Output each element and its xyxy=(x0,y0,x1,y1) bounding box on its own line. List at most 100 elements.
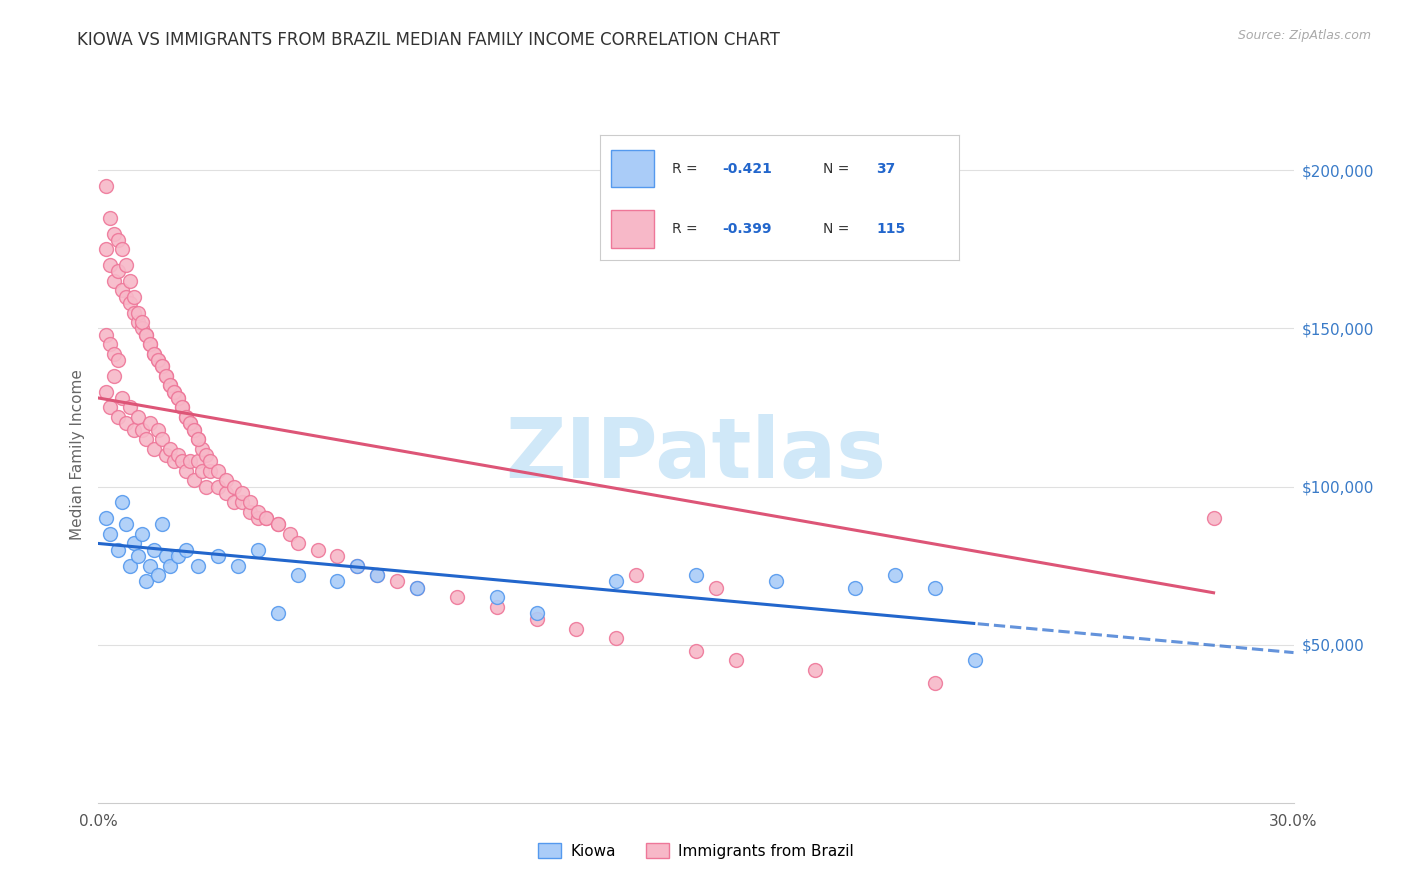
Point xyxy=(103,227,125,241)
Point xyxy=(150,359,173,374)
Point xyxy=(187,432,209,446)
Point xyxy=(278,527,301,541)
Point xyxy=(366,568,388,582)
Point xyxy=(226,558,249,573)
Point xyxy=(626,568,648,582)
Point xyxy=(96,511,118,525)
Point xyxy=(254,511,277,525)
Point xyxy=(155,368,177,383)
Point xyxy=(172,401,194,415)
Point xyxy=(111,243,134,257)
Point xyxy=(287,568,309,582)
Point xyxy=(103,274,125,288)
Point xyxy=(127,315,149,329)
Point xyxy=(115,290,138,304)
Point xyxy=(246,511,269,525)
Point xyxy=(167,391,190,405)
Point xyxy=(191,442,214,456)
Point xyxy=(187,454,209,468)
Point xyxy=(246,505,269,519)
Point xyxy=(98,258,122,272)
Point xyxy=(385,574,409,589)
Point xyxy=(287,536,309,550)
Point xyxy=(111,495,134,509)
Point xyxy=(924,675,946,690)
Point xyxy=(135,327,157,342)
Point xyxy=(685,644,707,658)
Point xyxy=(124,290,146,304)
Point xyxy=(163,384,186,399)
Point xyxy=(167,448,190,462)
Point xyxy=(844,581,866,595)
Point xyxy=(179,454,201,468)
Point xyxy=(96,327,118,342)
Point xyxy=(183,423,205,437)
Point xyxy=(150,517,173,532)
Point xyxy=(98,527,122,541)
Point xyxy=(115,517,138,532)
Point xyxy=(159,378,181,392)
Point xyxy=(1202,511,1225,525)
Point xyxy=(239,495,262,509)
Point xyxy=(120,558,142,573)
Point xyxy=(446,591,468,605)
Point xyxy=(127,549,149,563)
Point xyxy=(174,409,197,424)
Point xyxy=(195,448,218,462)
Point xyxy=(167,549,190,563)
Point xyxy=(222,479,245,493)
Point xyxy=(179,417,201,431)
Point xyxy=(195,479,218,493)
Point xyxy=(207,549,229,563)
Point xyxy=(143,442,166,456)
Y-axis label: Median Family Income: Median Family Income xyxy=(69,369,84,541)
Point xyxy=(103,347,125,361)
Point xyxy=(215,486,238,500)
Point xyxy=(246,542,269,557)
Point xyxy=(326,549,349,563)
Point xyxy=(183,423,205,437)
Point xyxy=(115,258,138,272)
Point xyxy=(107,409,129,424)
Point xyxy=(222,495,245,509)
Point xyxy=(127,305,149,319)
Point xyxy=(163,384,186,399)
Point xyxy=(174,409,197,424)
Point xyxy=(187,558,209,573)
Point xyxy=(526,606,548,620)
Point xyxy=(131,315,153,329)
Point xyxy=(96,243,118,257)
Point xyxy=(148,568,170,582)
Point xyxy=(124,305,146,319)
Point xyxy=(150,432,173,446)
Point xyxy=(406,581,429,595)
Point xyxy=(155,549,177,563)
Point xyxy=(172,454,194,468)
Point xyxy=(111,391,134,405)
Point xyxy=(704,581,727,595)
Point xyxy=(174,542,197,557)
Point xyxy=(155,368,177,383)
Point xyxy=(804,663,827,677)
Point xyxy=(131,527,153,541)
Point xyxy=(120,296,142,310)
Point xyxy=(485,591,508,605)
Point xyxy=(135,327,157,342)
Point xyxy=(254,511,277,525)
Point xyxy=(148,423,170,437)
Point xyxy=(326,574,349,589)
Point xyxy=(724,653,747,667)
Point xyxy=(148,353,170,368)
Point xyxy=(135,574,157,589)
Point xyxy=(366,568,388,582)
Point xyxy=(267,517,290,532)
Point xyxy=(159,442,181,456)
Point xyxy=(111,284,134,298)
Point xyxy=(884,568,907,582)
Point xyxy=(159,378,181,392)
Point xyxy=(155,448,177,462)
Point xyxy=(239,505,262,519)
Point xyxy=(139,558,162,573)
Point xyxy=(107,353,129,368)
Point xyxy=(179,417,201,431)
